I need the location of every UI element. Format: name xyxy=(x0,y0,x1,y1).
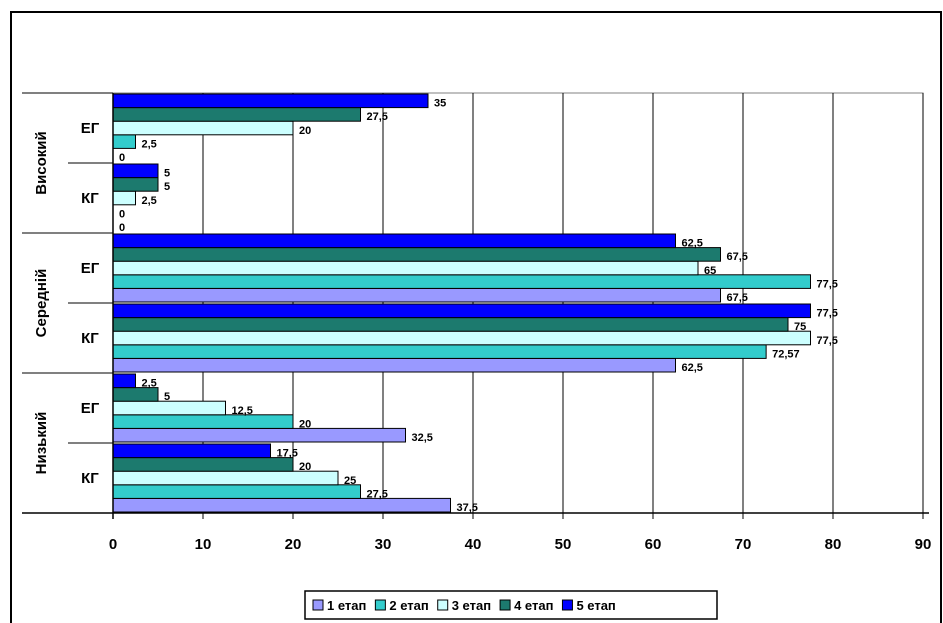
data-label: 62,5 xyxy=(682,238,703,250)
data-label: 32,5 xyxy=(412,432,433,444)
data-label: 5 xyxy=(164,391,170,403)
subgroup-label: КГ xyxy=(81,330,99,347)
legend-item: 5 етап xyxy=(576,598,615,613)
x-tick-label: 80 xyxy=(825,536,842,553)
bar xyxy=(112,163,159,179)
x-tick-label: 40 xyxy=(465,536,482,553)
legend-item: 1 етап xyxy=(327,598,366,613)
data-label: 35 xyxy=(434,98,446,110)
x-tick-label: 50 xyxy=(555,536,572,553)
x-tick-label: 10 xyxy=(195,536,212,553)
bar xyxy=(112,400,226,416)
bar xyxy=(112,470,339,486)
bar xyxy=(112,177,159,192)
legend-swatch xyxy=(561,599,573,611)
data-label: 2,5 xyxy=(142,378,157,390)
legend-item: 2 етап xyxy=(389,598,428,613)
bar xyxy=(112,373,136,389)
data-label: 0 xyxy=(119,152,125,164)
bar xyxy=(112,330,811,346)
data-label: 0 xyxy=(119,222,125,234)
bar xyxy=(112,134,136,149)
data-label: 37,5 xyxy=(457,502,478,514)
bars xyxy=(112,93,811,513)
x-tick-label: 20 xyxy=(285,536,302,553)
data-label: 0 xyxy=(119,208,125,220)
legend-swatch xyxy=(437,599,449,611)
bar xyxy=(112,107,361,122)
group-label: Високий xyxy=(33,131,50,195)
x-tick-label: 70 xyxy=(735,536,752,553)
bar xyxy=(112,287,721,303)
bar xyxy=(112,317,789,332)
plot-area xyxy=(112,92,924,514)
legend-swatch xyxy=(312,599,324,611)
data-label: 2,5 xyxy=(142,195,157,207)
bar xyxy=(112,387,159,402)
bar xyxy=(112,427,406,443)
legend-swatch xyxy=(374,599,386,611)
subgroup-label: КГ xyxy=(81,470,99,487)
axes xyxy=(22,92,929,519)
data-label: 75 xyxy=(794,321,806,333)
subgroup-label: ЕГ xyxy=(81,260,100,277)
data-label: 5 xyxy=(164,168,170,180)
bar xyxy=(112,303,811,319)
data-label: 67,5 xyxy=(727,292,748,304)
x-tick-label: 90 xyxy=(915,536,932,553)
x-tick-label: 60 xyxy=(645,536,662,553)
data-label: 17,5 xyxy=(277,448,298,460)
bar xyxy=(112,344,767,359)
data-label: 77,5 xyxy=(817,278,838,290)
group-label: Середній xyxy=(33,269,50,338)
data-label: 12,5 xyxy=(232,405,253,417)
grid-lines xyxy=(202,93,924,513)
bar xyxy=(112,233,676,249)
group-label: Низький xyxy=(33,412,50,475)
data-label: 5 xyxy=(164,181,170,193)
data-label: 2,5 xyxy=(142,138,157,150)
bar xyxy=(112,484,361,499)
labels: 0 10 20 30 40 50 60 70 80 90ВисокийЕГ02,52027,535… xyxy=(33,98,931,553)
legend-box xyxy=(304,590,718,620)
bar xyxy=(112,93,429,109)
bar xyxy=(112,247,721,262)
data-label: 77,5 xyxy=(817,308,838,320)
bar xyxy=(112,120,294,136)
x-tick-label: 0 xyxy=(109,536,117,553)
data-label: 27,5 xyxy=(367,111,388,123)
bar xyxy=(112,357,676,373)
data-label: 67,5 xyxy=(727,251,748,263)
legend-item: 4 етап xyxy=(514,598,553,613)
data-label: 25 xyxy=(344,475,356,487)
subgroup-label: ЕГ xyxy=(81,400,100,417)
data-label: 62,5 xyxy=(682,362,703,374)
data-label: 20 xyxy=(299,461,311,473)
data-label: 20 xyxy=(299,418,311,430)
data-label: 27,5 xyxy=(367,488,388,500)
bar xyxy=(112,190,136,206)
data-label: 72,57 xyxy=(772,348,800,360)
bar xyxy=(112,457,294,472)
data-label: 20 xyxy=(299,125,311,137)
data-label: 77,5 xyxy=(817,335,838,347)
bar xyxy=(112,274,811,289)
x-tick-label: 30 xyxy=(375,536,392,553)
legend-swatch xyxy=(499,599,511,611)
legend: 1 етап 2 етап 3 етап 4 етап 5 етап xyxy=(304,590,718,620)
legend-item: 3 етап xyxy=(452,598,491,613)
bar xyxy=(112,443,271,459)
subgroup-label: ЕГ xyxy=(81,120,100,137)
bar xyxy=(112,497,451,513)
subgroup-label: КГ xyxy=(81,190,99,207)
bar xyxy=(112,260,699,276)
data-label: 65 xyxy=(704,265,716,277)
bar xyxy=(112,414,294,429)
